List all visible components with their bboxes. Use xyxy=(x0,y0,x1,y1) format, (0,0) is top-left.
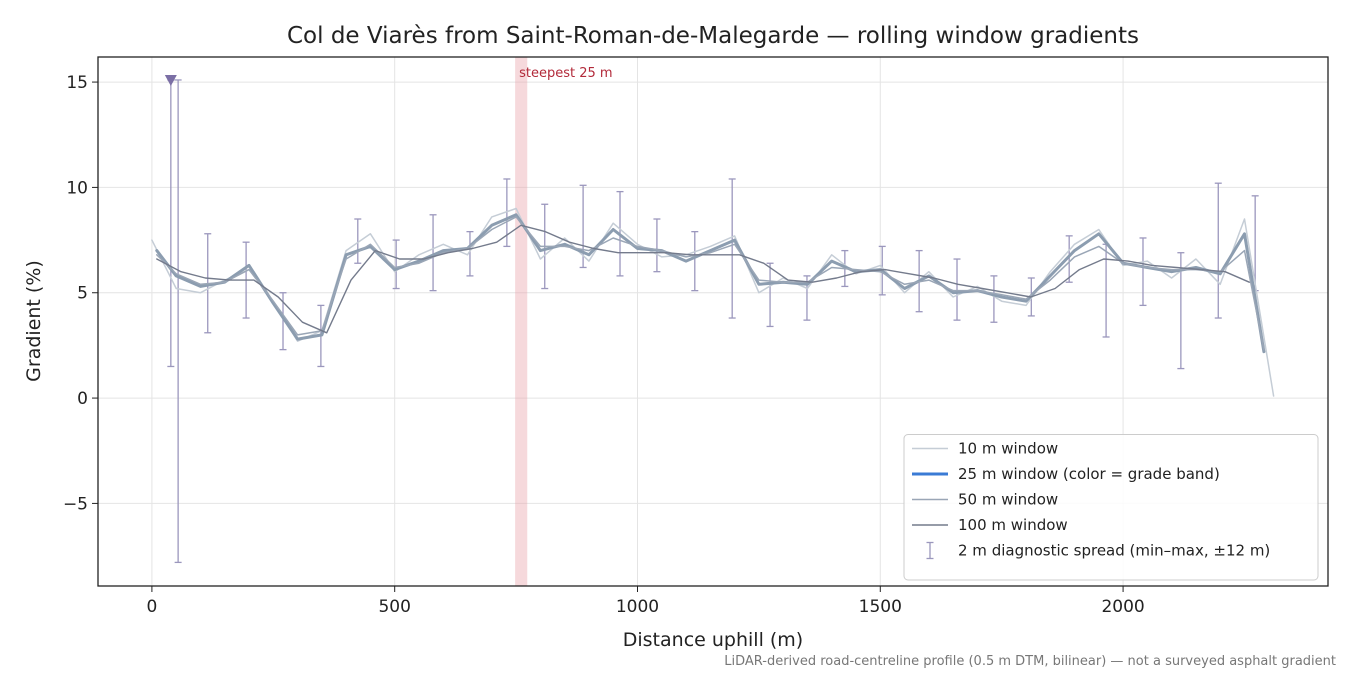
series-line xyxy=(151,207,1275,397)
x-tick-label: 0 xyxy=(146,597,157,617)
error-bar xyxy=(174,79,182,564)
series-line xyxy=(156,216,1265,351)
error-bar xyxy=(691,230,699,292)
plot-area xyxy=(151,57,1275,586)
error-bar xyxy=(728,178,736,319)
legend-label: 25 m window (color = grade band) xyxy=(958,465,1220,483)
error-bar xyxy=(167,79,175,368)
axes: 0 500 1000 1500 2000 −5 0 5 10 15 steepest 25 m xyxy=(63,66,1145,617)
max-marker xyxy=(164,74,177,86)
error-bar xyxy=(1214,182,1222,319)
x-tick-label: 2000 xyxy=(1101,597,1144,617)
series-line xyxy=(156,224,1250,334)
error-bar xyxy=(1102,243,1110,338)
highlight-label: steepest 25 m xyxy=(519,66,612,81)
legend-label: 10 m window xyxy=(958,440,1058,458)
x-axis-label: Distance uphill (m) xyxy=(623,629,803,651)
legend-label: 100 m window xyxy=(958,516,1068,534)
chart-title: Col de Viarès from Saint-Roman-de-Malega… xyxy=(287,23,1139,49)
error-bar xyxy=(653,218,661,273)
error-bar xyxy=(990,275,998,323)
y-tick-label: 0 xyxy=(77,389,88,409)
legend-label: 2 m diagnostic spread (min–max, ±12 m) xyxy=(958,542,1270,560)
grid xyxy=(98,57,1328,586)
y-tick-label: 10 xyxy=(66,178,88,198)
error-bar xyxy=(953,258,961,321)
error-bar xyxy=(429,214,437,292)
y-axis-label: Gradient (%) xyxy=(23,260,45,382)
footnote: LiDAR-derived road-centreline profile (0… xyxy=(724,654,1336,669)
error-bar xyxy=(392,239,400,290)
x-tick-label: 1500 xyxy=(859,597,902,617)
x-tick-label: 1000 xyxy=(616,597,659,617)
plot-frame xyxy=(97,56,1329,587)
error-bar xyxy=(354,218,362,264)
y-tick-label: 15 xyxy=(66,73,88,93)
legend: 10 m window 25 m window (color = grade ba… xyxy=(903,434,1319,581)
error-bar xyxy=(1065,235,1073,283)
x-tick-label: 500 xyxy=(378,597,410,617)
error-bar xyxy=(1177,252,1185,370)
error-bar xyxy=(466,230,474,277)
y-tick-label: −5 xyxy=(63,494,88,514)
error-bar xyxy=(766,262,774,328)
y-tick-label: 5 xyxy=(77,284,88,304)
error-bar xyxy=(1139,237,1147,307)
legend-label: 50 m window xyxy=(958,491,1058,509)
legend-box xyxy=(903,434,1319,581)
highlight-band xyxy=(515,57,528,586)
